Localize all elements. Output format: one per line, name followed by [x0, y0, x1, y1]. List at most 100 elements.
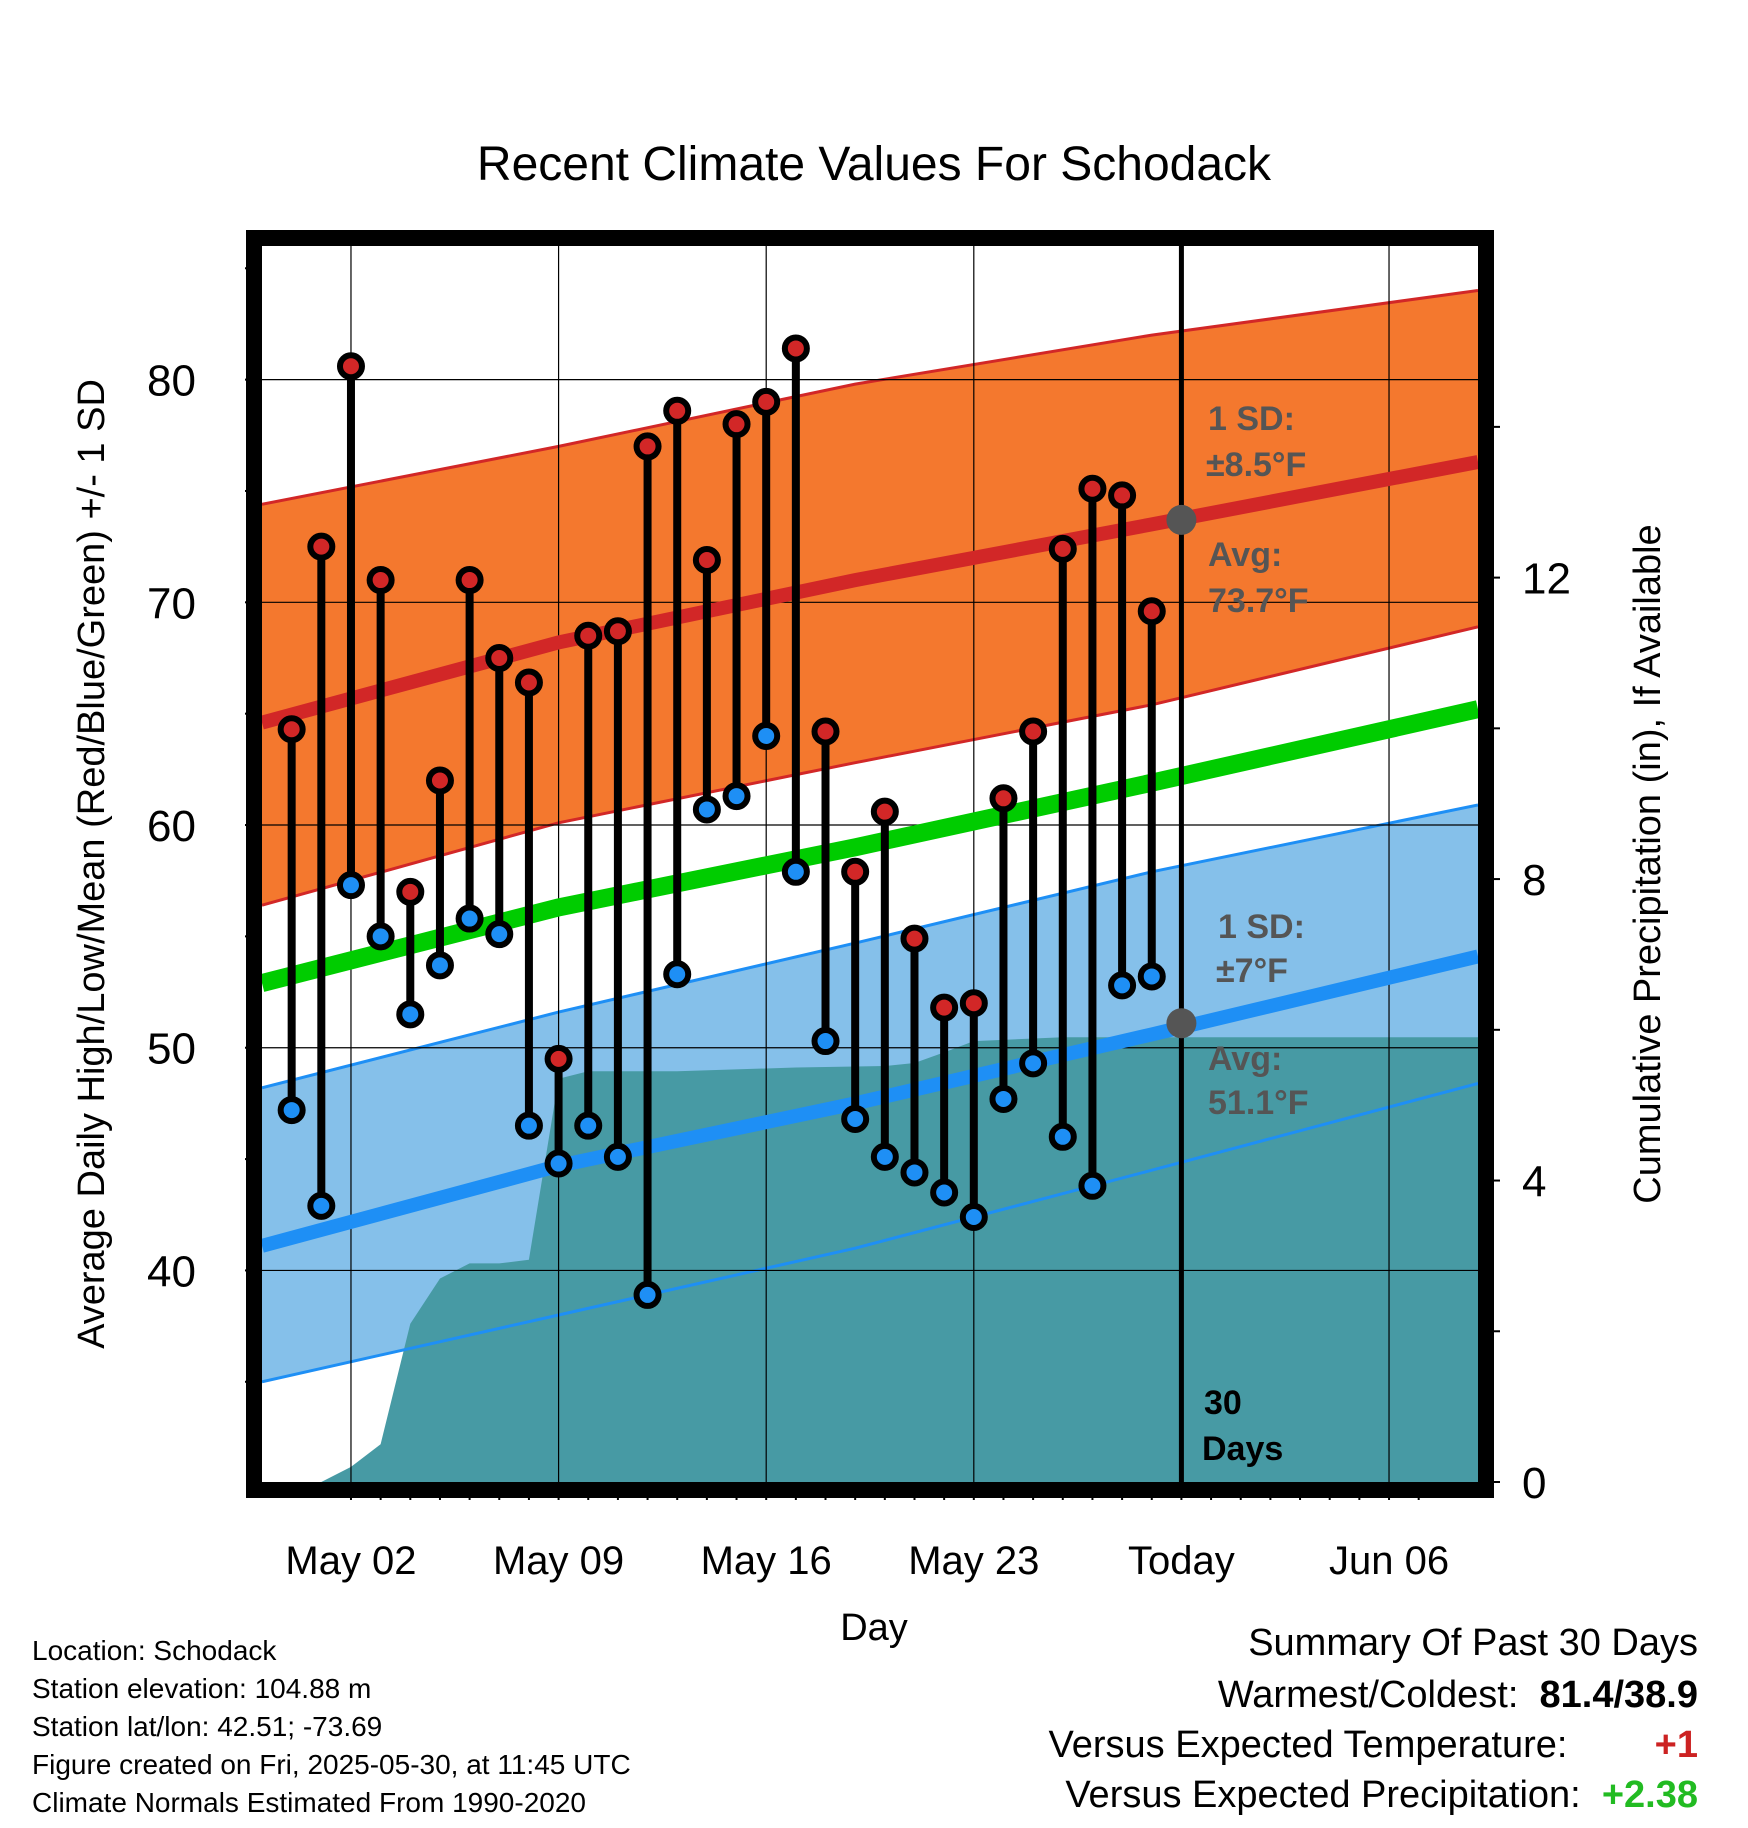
daily-low-point — [781, 857, 810, 886]
high-avg-value: 73.7°F — [1208, 582, 1309, 620]
high-sd-label: 1 SD: — [1208, 400, 1295, 438]
daily-low-point — [455, 904, 484, 933]
daily-high-point — [1137, 597, 1166, 626]
daily-low-point — [603, 1142, 632, 1171]
low-avg-value: 51.1°F — [1208, 1084, 1309, 1122]
daily-high-point — [752, 387, 781, 416]
y-tick-label: 60 — [147, 802, 196, 851]
summary-precip-label: Versus Expected Precipitation: — [1065, 1774, 1581, 1816]
y2-tick-label: 12 — [1522, 555, 1571, 604]
summary-warmest-label: Warmest/Coldest: — [1217, 1674, 1519, 1716]
x-axis-label: Day — [840, 1607, 908, 1649]
daily-low-point — [752, 721, 781, 750]
daily-high-point — [663, 396, 692, 425]
daily-low-point — [425, 951, 454, 980]
daily-low-point — [544, 1149, 573, 1178]
days-label: Days — [1202, 1430, 1283, 1468]
daily-high-point — [307, 532, 336, 561]
footer-normals: Climate Normals Estimated From 1990-2020 — [32, 1787, 586, 1818]
high-sd-value: ±8.5°F — [1206, 446, 1306, 484]
daily-high-point — [811, 717, 840, 746]
daily-low-point — [633, 1280, 662, 1309]
plot-area — [262, 246, 1478, 1482]
summary-temp-row: Versus Expected Temperature: +1 — [1049, 1720, 1698, 1770]
daily-low-point — [722, 782, 751, 811]
y2-tick-label: 4 — [1522, 1158, 1546, 1207]
daily-low-point — [692, 795, 721, 824]
daily-low-point — [811, 1027, 840, 1056]
daily-high-point — [1048, 534, 1077, 563]
plot-frame — [246, 230, 1494, 1498]
daily-high-point — [455, 566, 484, 595]
daily-low-point — [336, 871, 365, 900]
daily-low-point — [841, 1104, 870, 1133]
daily-low-point — [959, 1202, 988, 1231]
daily-low-point — [277, 1096, 306, 1125]
daily-low-point — [900, 1158, 929, 1187]
daily-low-point — [663, 960, 692, 989]
summary-precip-value: +2.38 — [1601, 1774, 1698, 1816]
x-tick-label: May 09 — [493, 1539, 624, 1583]
mean-normal-line — [262, 700, 1478, 992]
x-tick-label: Jun 06 — [1329, 1539, 1449, 1583]
daily-high-point — [1108, 481, 1137, 510]
summary-title: Summary Of Past 30 Days — [1248, 1622, 1698, 1664]
low-sd-value: ±7°F — [1216, 952, 1288, 990]
daily-low-point — [307, 1191, 336, 1220]
summary-warmest-value: 81.4/38.9 — [1539, 1674, 1698, 1716]
daily-high-point — [366, 566, 395, 595]
low-sd-label: 1 SD: — [1218, 908, 1305, 946]
daily-high-point — [396, 877, 425, 906]
high-normal-line — [262, 455, 1478, 730]
x-tick-label: May 02 — [285, 1539, 416, 1583]
daily-high-point — [841, 857, 870, 886]
x-tick-label: Today — [1128, 1539, 1235, 1583]
high-avg-label: Avg: — [1208, 536, 1282, 574]
y-tick-label: 70 — [147, 579, 196, 628]
x-tick-label: May 23 — [908, 1539, 1039, 1583]
y-tick-label: 40 — [147, 1247, 196, 1296]
daily-low-point — [870, 1142, 899, 1171]
y-tick-label: 50 — [147, 1025, 196, 1074]
chart-title: Recent Climate Values For Schodack — [477, 138, 1272, 191]
daily-high-point — [425, 766, 454, 795]
daily-high-point — [692, 546, 721, 575]
daily-high-point — [722, 410, 751, 439]
y2-tick-label: 8 — [1522, 856, 1546, 905]
daily-low-point — [1137, 962, 1166, 991]
daily-low-point — [366, 922, 395, 951]
daily-high-point — [900, 924, 929, 953]
y2-tick-label: 0 — [1522, 1459, 1546, 1508]
daily-low-point — [514, 1111, 543, 1140]
daily-low-point — [1019, 1049, 1048, 1078]
daily-high-point — [336, 352, 365, 381]
daily-high-point — [544, 1044, 573, 1073]
summary-precip-row: Versus Expected Precipitation: +2.38 — [1065, 1770, 1698, 1820]
daily-high-point — [930, 993, 959, 1022]
low-avg-label: Avg: — [1208, 1040, 1282, 1078]
annotations: 1 SD: ±8.5°F Avg: 73.7°F 1 SD: ±7°F Avg: 51.1°F… — [1202, 400, 1309, 1468]
daily-high-point — [514, 668, 543, 697]
daily-high-point — [574, 621, 603, 650]
high-band-lower-edge — [262, 625, 1478, 907]
summary-warmest-row: Warmest/Coldest: 81.4/38.9 — [1218, 1670, 1698, 1720]
summary-temp-value: +1 — [1654, 1724, 1698, 1766]
daily-high-point — [781, 334, 810, 363]
daily-low-point — [989, 1084, 1018, 1113]
days-count: 30 — [1204, 1384, 1242, 1422]
summary-temp-label: Versus Expected Temperature: — [1048, 1724, 1568, 1766]
low-avg-marker — [1166, 1008, 1197, 1039]
footer-created: Figure created on Fri, 2025-05-30, at 11… — [32, 1749, 631, 1780]
footer-elevation: Station elevation: 104.88 m — [32, 1673, 372, 1704]
daily-low-point — [1078, 1171, 1107, 1200]
daily-high-point — [277, 715, 306, 744]
daily-high-point — [633, 432, 662, 461]
daily-high-point — [989, 784, 1018, 813]
y-tick-label: 80 — [147, 357, 196, 406]
daily-low-point — [1048, 1122, 1077, 1151]
daily-low-point — [485, 920, 514, 949]
footer-latlon: Station lat/lon: 42.51; -73.69 — [32, 1711, 383, 1742]
daily-low-point — [396, 1000, 425, 1029]
daily-low-point — [1108, 971, 1137, 1000]
